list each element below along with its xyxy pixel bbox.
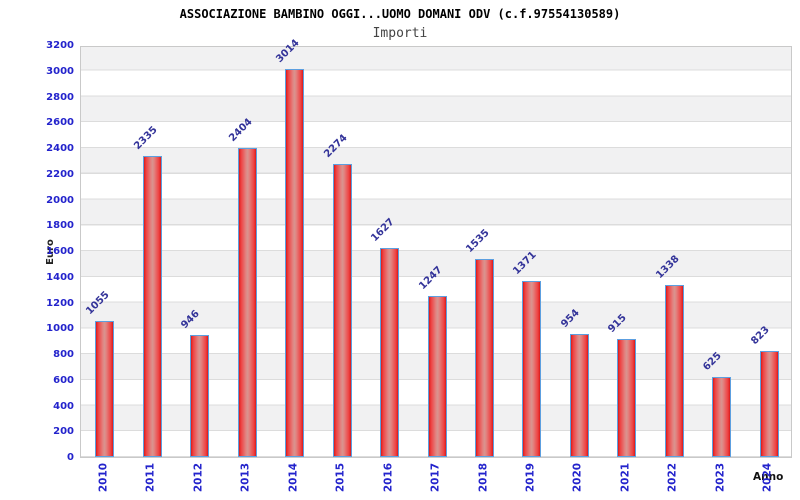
bar-2022: [664, 284, 684, 457]
y-tick-label: 1400: [46, 271, 74, 283]
bar-value-label: 2274: [321, 132, 350, 161]
bar-value-label: 625: [701, 349, 725, 373]
y-tick-label: 200: [53, 426, 74, 438]
y-tick-label: 2600: [46, 117, 74, 129]
bar-2016: [380, 247, 399, 457]
y-tick-label: 1600: [46, 246, 74, 257]
bar-2024: [759, 351, 779, 457]
bar-2021: [617, 339, 637, 457]
bar-value-label: 1247: [416, 264, 445, 293]
y-tick-label: 600: [53, 374, 74, 386]
x-tick-label-2015: 2015: [334, 462, 347, 493]
x-tick-label-2011: 2011: [144, 462, 157, 493]
x-axis-title: Anno: [753, 471, 784, 483]
bar-value-label: 1535: [464, 227, 492, 256]
y-tick-label: 2000: [46, 194, 74, 206]
x-tick-label-2021: 2021: [619, 462, 632, 493]
y-tick-label: 400: [53, 400, 74, 412]
bar-value-label: 946: [179, 308, 202, 332]
y-tick-label: 3000: [46, 65, 74, 77]
x-tick-label-2019: 2019: [524, 462, 537, 493]
bar-value-label: 3014: [274, 37, 302, 65]
bar-value-label: 1627: [369, 216, 397, 244]
bar-2023: [712, 376, 732, 457]
y-tick-label: 800: [53, 349, 74, 360]
bar-2019: [522, 280, 542, 457]
x-tick-label-2020: 2020: [571, 462, 584, 493]
chart-subtitle: Importi: [372, 26, 428, 41]
bar-2010: [95, 321, 115, 457]
y-tick-label: 3200: [46, 40, 74, 51]
bar-2015: [332, 164, 352, 457]
bar-2014: [285, 68, 305, 457]
bar-value-label: 1338: [654, 253, 682, 281]
y-tick-label: 2800: [46, 91, 74, 103]
bar-2013: [237, 147, 257, 457]
bar-value-label: 915: [606, 312, 630, 336]
x-tick-label-2024: 2024: [761, 462, 774, 493]
bar-value-label: 1371: [511, 249, 540, 277]
y-tick-label: 2400: [46, 143, 74, 154]
y-tick-label: 1200: [46, 297, 74, 309]
plot-area: 1055 2335 946 2404 3014 2274 1627 1247 1535 1371 9…: [80, 37, 792, 458]
y-tick-label: 0: [67, 452, 74, 463]
y-tick-label: 1000: [46, 323, 74, 335]
bar-value-label: 2404: [226, 116, 255, 144]
x-tick-label-2010: 2010: [97, 462, 110, 493]
x-tick-label-2017: 2017: [429, 462, 442, 493]
bar-value-label: 823: [749, 324, 772, 347]
bar-2018: [475, 259, 494, 457]
x-tick-label-2018: 2018: [477, 462, 489, 493]
chart-title: ASSOCIAZIONE BAMBINO OGGI...UOMO DOMANI …: [179, 7, 621, 21]
x-tick-label-2016: 2016: [382, 462, 394, 493]
bar-value-label: 1055: [84, 289, 112, 318]
x-tick-label-2012: 2012: [192, 462, 205, 493]
bar-value-label: 954: [559, 307, 582, 331]
x-tick-label-2014: 2014: [287, 462, 300, 493]
bar-2020: [569, 334, 589, 457]
x-tick-label-2013: 2013: [239, 462, 252, 493]
bar-value-label: 2335: [131, 124, 160, 153]
x-tick-label-2022: 2022: [666, 462, 679, 493]
bar-2017: [427, 296, 447, 457]
y-tick-label: 1800: [46, 220, 74, 232]
bar-2012: [190, 335, 210, 457]
x-tick-label-2023: 2023: [714, 462, 727, 493]
bar-2011: [142, 156, 162, 457]
y-tick-label: 2200: [46, 168, 74, 180]
